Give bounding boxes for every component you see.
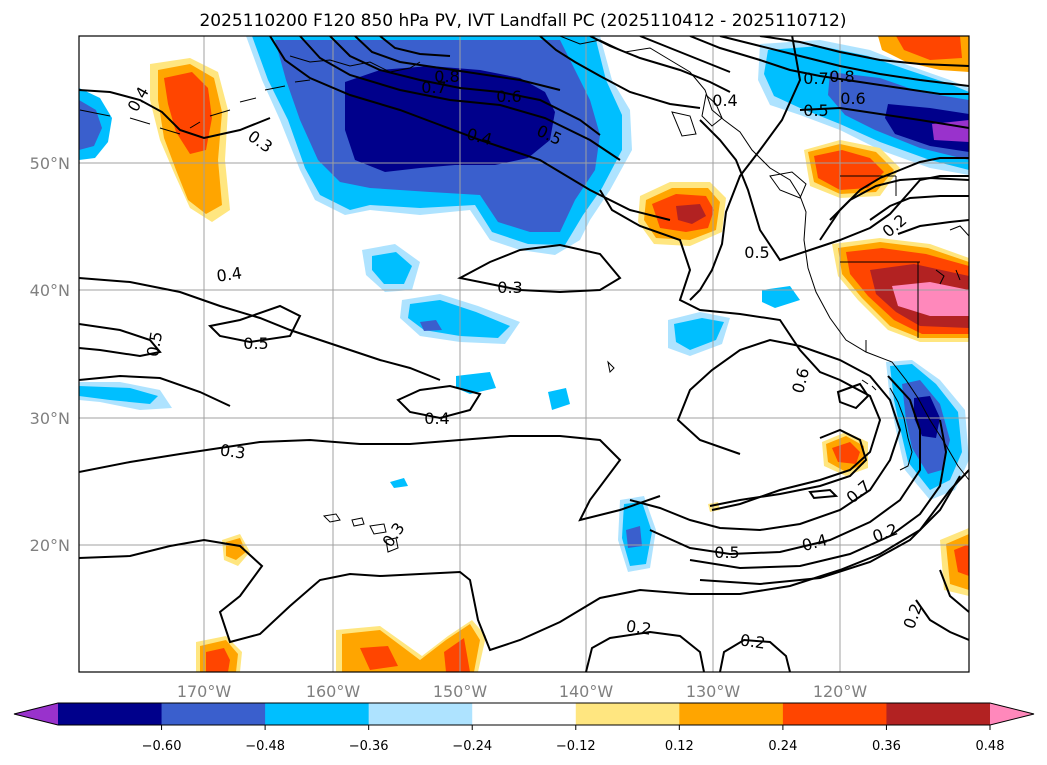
lon-label-130w: 130°W <box>686 682 741 701</box>
contour-label: 0.2 <box>625 616 653 638</box>
colorbar-extend-low <box>14 703 58 725</box>
coastlines <box>79 36 969 553</box>
lon-label-120w: 120°W <box>813 682 868 701</box>
map-panel: 0.4 0.3 0.8 0.7 0.6 0.5 0.4 0.4 0.8 0.7 … <box>79 36 969 672</box>
map-title: 2025110200 F120 850 hPa PV, IVT Landfall… <box>199 11 846 31</box>
pv-negative-blob-h-blue <box>626 526 642 548</box>
pv-positive-nw-corner-red <box>896 36 962 60</box>
colorbar-segment <box>679 703 784 725</box>
colorbar-tick-label: −0.12 <box>556 739 596 754</box>
contour-label: 0.4 <box>712 91 737 110</box>
pv-positive-baja-blob-red <box>832 442 860 464</box>
contour-label: 0.2 <box>739 630 767 652</box>
contour-label: 0.6 <box>496 87 521 106</box>
colorbar: −0.60 −0.48 −0.36 −0.24 −0.12 0.12 0.24 0.36 0.4… <box>13 702 1035 754</box>
contour-label: 0.4 <box>215 263 243 285</box>
contour-label: 0.6 <box>840 89 865 108</box>
colorbar-segment <box>265 703 370 725</box>
longitude-labels: 170°W 160°W 150°W 140°W 130°W 120°W <box>177 682 868 701</box>
lat-label-20n: 20°N <box>30 536 70 555</box>
colorbar-tick-label: 0.24 <box>768 739 797 754</box>
colorbar-segment <box>782 703 887 725</box>
colorbar-tick-label: −0.60 <box>142 739 182 754</box>
pv-positive-se-corner-red <box>954 544 969 576</box>
contour-label: 0.4 <box>424 409 449 428</box>
contour-label: 0.5 <box>143 330 166 358</box>
lat-label-40n: 40°N <box>30 281 70 300</box>
lon-label-160w: 160°W <box>306 682 361 701</box>
pv-negative-blob-a-core <box>372 252 412 284</box>
pv-positive-bc-blob-red <box>814 150 884 190</box>
pv-negative-west-edge-core <box>79 100 102 150</box>
lon-label-140w: 140°W <box>559 682 614 701</box>
contour-label: 0.3 <box>219 440 247 462</box>
contour-label: 0.8 <box>829 67 854 86</box>
contour-label: 0.5 <box>803 101 828 120</box>
lat-label-30n: 30°N <box>30 409 70 428</box>
pv-negative-coast-navy <box>914 396 940 438</box>
colorbar-tick-label: 0.48 <box>976 739 1005 754</box>
colorbar-segment <box>58 703 163 725</box>
colorbar-tick-label: 0.12 <box>665 739 694 754</box>
lon-label-150w: 150°W <box>433 682 488 701</box>
lat-label-50n: 50°N <box>30 154 70 173</box>
contour-label: 0.5 <box>714 543 739 562</box>
map-frame <box>78 35 970 673</box>
pv-negative-blob-d <box>548 388 570 410</box>
pv-negative-blob-e-core <box>79 386 158 404</box>
contour-label: 0.7 <box>421 78 446 97</box>
colorbar-segment <box>472 703 577 725</box>
pv-negative-blob-g <box>762 286 800 308</box>
ivt-contours <box>79 36 969 672</box>
contour-label: 0.5 <box>744 243 769 262</box>
pv-negative-blob-f-core <box>674 318 724 350</box>
colorbar-segment <box>886 703 991 725</box>
pv-positive-south-b-red <box>360 638 470 672</box>
colorbar-ticks: −0.60 −0.48 −0.36 −0.24 −0.12 0.12 0.24 0.36 0.4… <box>142 725 1005 754</box>
contour-label: 0.5 <box>243 334 268 353</box>
pv-positive-gulf-blob-core <box>676 204 706 224</box>
colorbar-tick-label: −0.48 <box>245 739 285 754</box>
pv-negative-blob-b-blue <box>420 320 442 331</box>
colorbar-tick-label: 0.36 <box>872 739 901 754</box>
pv-negative-blob-i <box>390 478 408 488</box>
colorbar-tick-label: −0.36 <box>349 739 389 754</box>
colorbar-segment <box>368 703 473 725</box>
lon-label-170w: 170°W <box>177 682 232 701</box>
latitude-labels: 50°N 40°N 30°N 20°N <box>30 154 70 555</box>
contour-label: 0.7 <box>803 69 828 88</box>
colorbar-outline <box>13 702 1035 726</box>
colorbar-segment <box>575 703 680 725</box>
colorbar-segments <box>14 703 1034 725</box>
pv-positive-west-pillar-red <box>164 72 212 154</box>
contour-label: 0.3 <box>497 278 522 297</box>
pv-negative-blob-c <box>456 372 496 394</box>
colorbar-extend-high <box>990 703 1034 725</box>
colorbar-tick-label: −0.24 <box>452 739 492 754</box>
colorbar-segment <box>161 703 266 725</box>
contour-label: 0.8 <box>434 67 459 86</box>
pv-positive-south-a-red <box>206 648 230 672</box>
